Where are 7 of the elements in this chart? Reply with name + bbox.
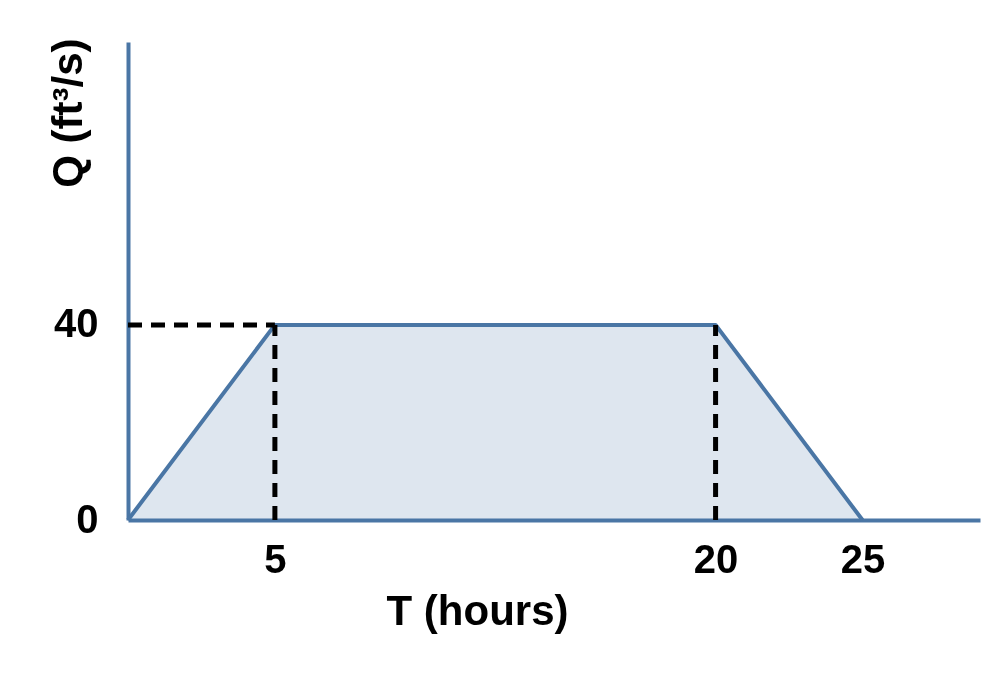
x-tick-label: 20 <box>693 536 739 581</box>
x-tick-label: 25 <box>840 536 886 581</box>
y-axis-title: Q (ft³/s) <box>43 38 91 188</box>
y-tick-label: 40 <box>54 301 99 346</box>
x-tick-label: 5 <box>264 536 287 581</box>
x-axis-title: T (hours) <box>386 586 569 634</box>
y-tick-label: 0 <box>76 496 99 541</box>
